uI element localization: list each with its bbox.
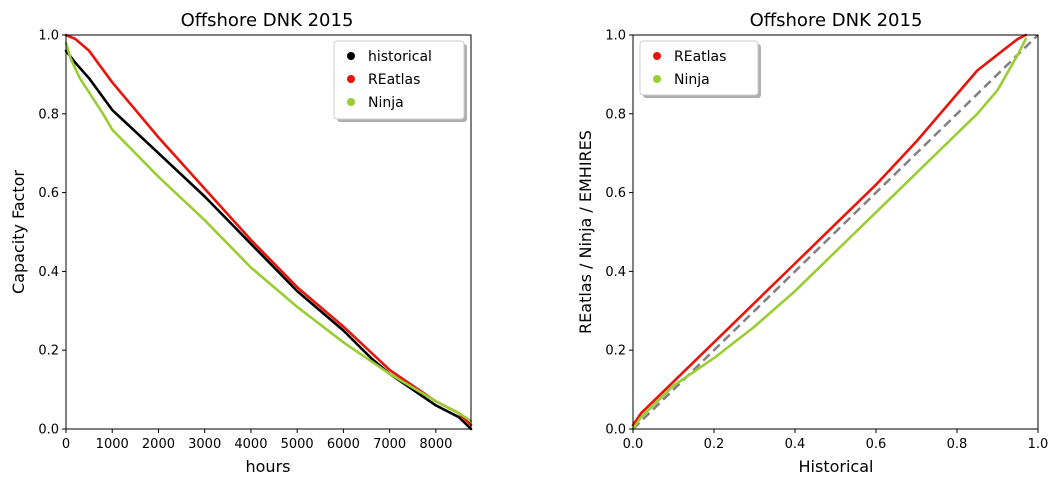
y-tick-label: 1.0	[605, 29, 626, 44]
series-line-ninja	[631, 37, 1028, 431]
x-tick-label: 3000	[188, 437, 221, 452]
y-axis-label: Capacity Factor	[9, 170, 28, 294]
x-tick-label: 0.2	[704, 437, 725, 452]
y-tick-label: 0.0	[605, 423, 626, 438]
x-tick-label: 7000	[373, 437, 406, 452]
x-axis-label: Historical	[799, 457, 874, 476]
chart-title: Offshore DNK 2015	[181, 10, 354, 31]
legend-box	[639, 40, 759, 96]
y-tick-label: 0.2	[605, 344, 626, 359]
series-line-ninja	[64, 41, 473, 423]
x-tick-label: 4000	[234, 437, 267, 452]
y-tick-label: 0.4	[38, 265, 59, 280]
chart-title: Offshore DNK 2015	[750, 10, 923, 31]
series-line-reatlas	[631, 33, 1028, 427]
y-tick-label: 0.2	[38, 344, 59, 359]
legend-label: Ninja	[674, 72, 710, 88]
x-tick-label: 0.4	[785, 437, 806, 452]
legend-box	[333, 40, 465, 120]
y-tick-label: 0.6	[605, 186, 626, 201]
legend: historical REatlas Ninja	[333, 40, 467, 122]
axes-frame	[65, 34, 472, 430]
series-line-historical	[64, 49, 473, 431]
reference-diagonal-line	[632, 34, 1039, 430]
y-axis-label: REatlas / Ninja / EMHIRES	[576, 130, 595, 334]
legend-marker	[347, 52, 355, 60]
x-tick-label: 0.0	[623, 437, 644, 452]
axis-ticks: 0.0 0.2 0.4 0.6 0.8 1.0 0.0 0.2 0.4 0.6 0.8 1.0	[605, 29, 1048, 453]
legend-label: historical	[368, 49, 432, 65]
axis-ticks: 0 1000 2000 3000 4000 5000 6000 7000 8000 0.0 0.2 0…	[38, 29, 452, 453]
x-tick-label: 0.6	[866, 437, 887, 452]
y-tick-label: 0.6	[38, 186, 59, 201]
legend-label: REatlas	[674, 49, 726, 65]
legend: REatlas Ninja	[639, 40, 761, 98]
axes-frame	[632, 34, 1039, 430]
x-tick-label: 0	[62, 437, 70, 452]
x-tick-label: 1.0	[1028, 437, 1049, 452]
x-tick-label: 6000	[327, 437, 360, 452]
chart-duration-curve: Offshore DNK 2015 0 1000 2000 3000 4000 5000 6…	[9, 10, 473, 476]
x-tick-label: 5000	[281, 437, 314, 452]
y-tick-label: 0.8	[605, 107, 626, 122]
plot-area	[64, 33, 473, 431]
x-axis-label: hours	[246, 457, 291, 476]
y-tick-label: 0.4	[605, 265, 626, 280]
legend-label: REatlas	[368, 72, 420, 88]
x-tick-label: 2000	[142, 437, 175, 452]
legend-marker	[347, 98, 355, 106]
plot-area	[631, 33, 1039, 431]
x-tick-label: 0.8	[947, 437, 968, 452]
chart-scatter-comparison: Offshore DNK 2015 0.0 0.2 0.4 0.6 0.8 1.00.00…	[576, 10, 1048, 476]
y-tick-label: 0.0	[38, 423, 59, 438]
y-tick-label: 0.8	[38, 107, 59, 122]
x-tick-label: 8000	[419, 437, 452, 452]
legend-marker	[653, 52, 661, 60]
x-tick-label: 1000	[96, 437, 129, 452]
legend-label: Ninja	[368, 95, 404, 111]
legend-marker	[347, 75, 355, 83]
y-tick-label: 1.0	[38, 29, 59, 44]
legend-marker	[653, 75, 661, 83]
